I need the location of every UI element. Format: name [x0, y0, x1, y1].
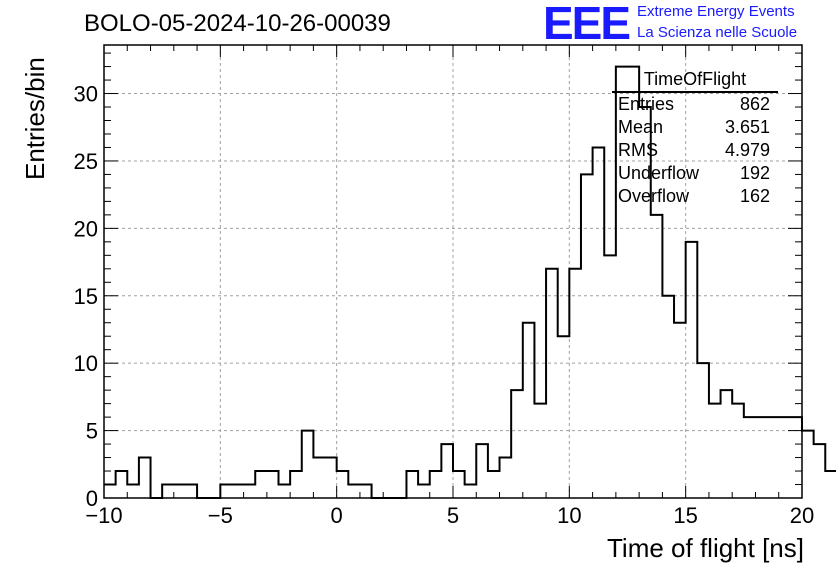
stats-value: 192 [739, 163, 770, 183]
histogram-bin [418, 485, 430, 498]
x-tick-label: 5 [447, 503, 459, 528]
histogram-bin [593, 147, 605, 498]
histogram-bin [651, 215, 663, 498]
histogram-bin [534, 404, 546, 498]
grid-lines [104, 45, 802, 498]
y-tick-label: 25 [74, 149, 98, 174]
stats-value: 162 [739, 186, 770, 206]
histogram-bin [232, 485, 244, 498]
histogram-bin [767, 417, 779, 498]
x-axis-label: Time of flight [ns] [607, 533, 804, 563]
stats-row-underflow: Underflow 192 [612, 162, 778, 185]
histogram-bin [453, 471, 465, 498]
histogram-bin [721, 390, 733, 498]
histogram-bin [220, 485, 232, 498]
histogram-bin [255, 471, 267, 498]
stats-box: TimeOfFlight Entries 862 Mean 3.651 RMS … [612, 68, 778, 208]
stats-label: Overflow [618, 186, 690, 206]
stats-title: TimeOfFlight [612, 68, 778, 93]
stats-row-mean: Mean 3.651 [612, 116, 778, 139]
histogram-bin [139, 458, 151, 498]
tick-labels: −10 −5 0 5 10 15 20 0 5 10 15 20 25 30 [74, 82, 815, 528]
histogram-bin [267, 471, 279, 498]
y-tick-label: 20 [74, 216, 98, 241]
histogram-bin [755, 417, 767, 498]
stats-label: RMS [618, 140, 658, 160]
y-tick-label: 5 [86, 419, 98, 444]
histogram-bin [558, 336, 570, 498]
histogram-bin [127, 485, 139, 498]
stats-row-overflow: Overflow 162 [612, 185, 778, 208]
y-tick-label: 30 [74, 82, 98, 107]
histogram-bin [732, 404, 744, 498]
stats-value: 862 [739, 94, 770, 114]
histogram-bin [162, 485, 174, 498]
histogram-bin [604, 255, 616, 498]
eee-logo: EEE [543, 0, 631, 49]
histogram-bin [500, 458, 512, 498]
y-tick-label: 0 [86, 486, 98, 511]
stats-label: Underflow [618, 163, 700, 183]
x-tick-label: 15 [673, 503, 697, 528]
histogram-bin [802, 431, 814, 498]
y-tick-label: 15 [74, 284, 98, 309]
histogram-bin [511, 390, 523, 498]
histogram-bin [360, 485, 372, 498]
histogram-bin [337, 471, 349, 498]
histogram-bin [476, 444, 488, 498]
histogram-bin [406, 471, 418, 498]
histogram-bin [779, 417, 791, 498]
histogram-outline [104, 65, 836, 499]
x-tick-label: 20 [790, 503, 814, 528]
plot-frame [103, 44, 803, 499]
histogram-bin [814, 444, 826, 498]
histogram-bin [116, 471, 128, 498]
histogram-bin [825, 471, 836, 498]
histogram-bin [348, 485, 360, 498]
y-axis-label: Entries/bin [20, 57, 50, 180]
histogram-bin [441, 444, 453, 498]
stats-label: Entries [618, 94, 675, 114]
chart-title: BOLO-05-2024-10-26-00039 [84, 10, 391, 37]
x-tick-label: −5 [208, 503, 233, 528]
histogram-bin [674, 323, 686, 498]
histogram-bin [744, 417, 756, 498]
histogram-bin [174, 485, 186, 498]
histogram-bin [465, 485, 477, 498]
histogram-bin [697, 363, 709, 498]
histogram-bin [581, 174, 593, 498]
logo-subtitle-1: Extreme Energy Events [637, 3, 795, 20]
histogram-bin [313, 458, 325, 498]
histogram-bin [662, 296, 674, 498]
histogram-bin [709, 404, 721, 498]
stats-label: Mean [618, 117, 664, 137]
histogram-bin [430, 471, 442, 498]
histogram-bars [104, 65, 836, 499]
histogram-bin [488, 471, 500, 498]
histogram-bin [686, 242, 698, 498]
histogram-bin [185, 485, 197, 498]
histogram-bin [244, 485, 256, 498]
histogram-bin [290, 471, 302, 498]
histogram-bin [325, 458, 337, 498]
stats-row-rms: RMS 4.979 [612, 139, 778, 162]
histogram-bin [546, 269, 558, 498]
x-tick-label: −10 [85, 503, 122, 528]
x-tick-label: 10 [557, 503, 581, 528]
histogram-bin [104, 485, 116, 498]
histogram-bin [279, 485, 291, 498]
histogram-bin [569, 269, 581, 498]
stats-value: 3.651 [724, 117, 770, 137]
x-tick-label: 0 [331, 503, 343, 528]
histogram-bin [523, 323, 535, 498]
logo-subtitle-2: La Scienza nelle Scuole [637, 24, 798, 41]
stats-row-entries: Entries 862 [612, 93, 778, 116]
y-tick-label: 10 [74, 351, 98, 376]
stats-value: 4.979 [724, 140, 770, 160]
histogram-bin [302, 431, 314, 498]
